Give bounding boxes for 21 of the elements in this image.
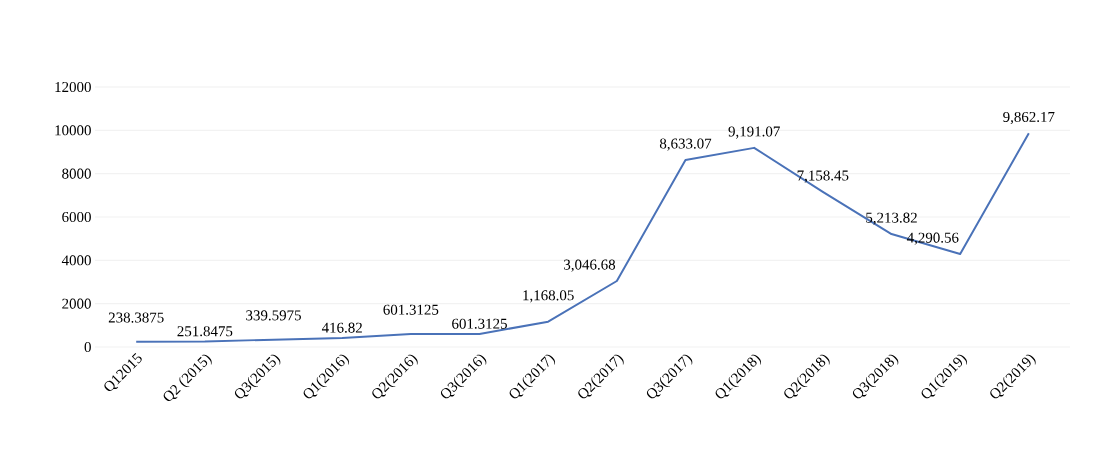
data-label: 1,168.05 (523, 290, 574, 303)
y-tick-label: 10000 (55, 125, 91, 136)
y-tick-label: 2000 (62, 298, 91, 309)
data-label: 7,158.45 (797, 170, 849, 183)
data-label: 251.8475 (177, 326, 233, 337)
data-label: 8,633.07 (659, 138, 712, 151)
data-label: 601.3125 (452, 318, 507, 329)
y-tick-label: 4000 (61, 255, 91, 266)
y-tick-label: 6000 (62, 211, 91, 223)
data-label: 238.3875 (108, 312, 164, 323)
y-tick-label: 12000 (55, 81, 91, 93)
data-label: 5,213.82 (866, 212, 917, 225)
data-label: 9,191.07 (728, 126, 780, 139)
y-tick-label: 8000 (62, 168, 91, 179)
data-label: 601.3125 (383, 304, 439, 315)
data-label: 4,290.56 (906, 232, 959, 245)
data-label: 9,862.17 (1003, 111, 1055, 125)
data-label: 339.5975 (246, 310, 301, 321)
data-label: 416.82 (321, 322, 362, 333)
data-label: 3,046.68 (564, 259, 616, 272)
y-tick-label: 0 (84, 341, 91, 353)
